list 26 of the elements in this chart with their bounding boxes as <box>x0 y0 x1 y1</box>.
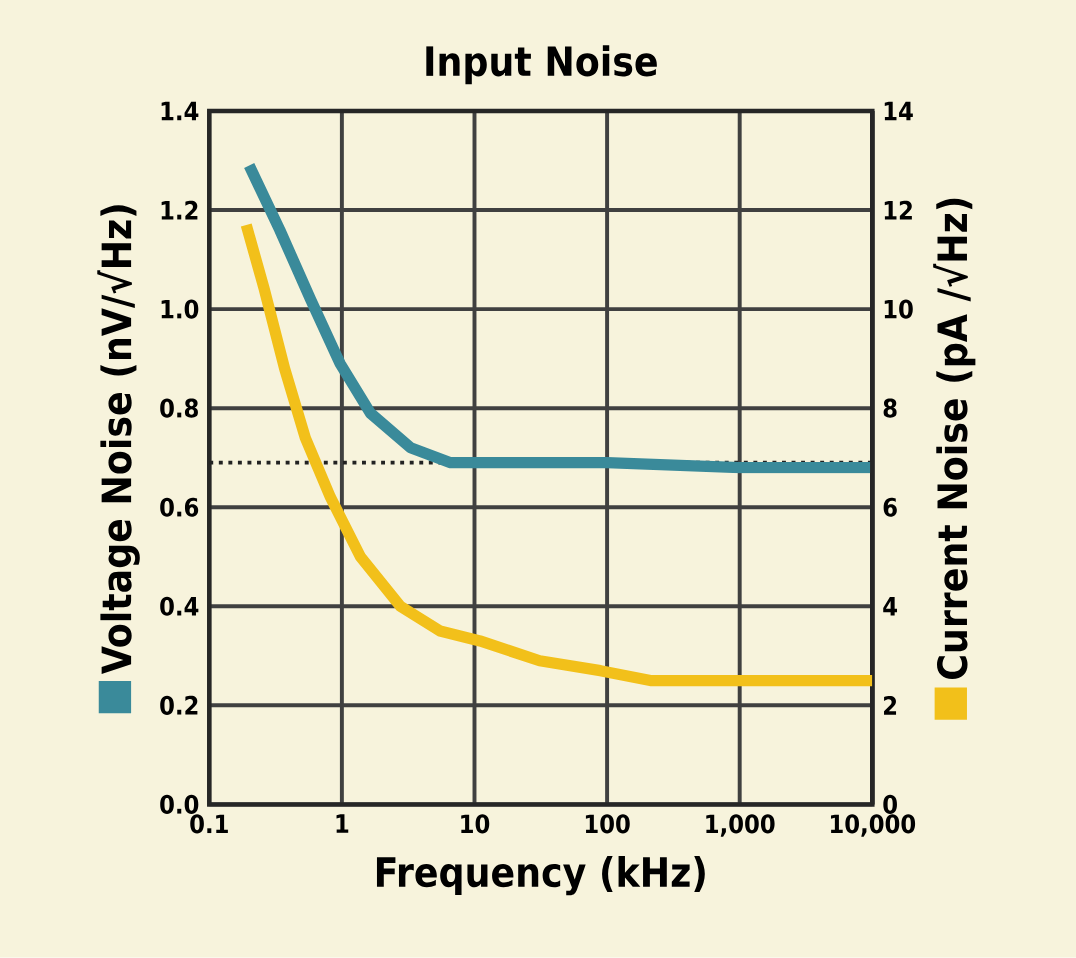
y2-tick-label: 14 <box>884 101 913 121</box>
chart-title: Input Noise <box>426 45 657 85</box>
y2-tick-label: 6 <box>883 497 897 517</box>
y2-tick-label: 0 <box>883 794 897 815</box>
x-tick-label: 1,000 <box>706 814 775 837</box>
y-tick-label: 0.4 <box>160 596 199 616</box>
y2-axis-title: Current Noise (pA /√Hz) <box>933 198 976 680</box>
x-tick-label: 0.1 <box>190 814 228 834</box>
y-tick-label: 1.0 <box>161 299 199 319</box>
x-tick-label: 100 <box>585 814 630 834</box>
y2-tick-label: 12 <box>884 200 912 220</box>
x-tick-label: 10,000 <box>830 814 916 837</box>
y2-tick-label: 4 <box>883 597 898 616</box>
y-axis-title: Voltage Noise (nV/√Hz) <box>97 205 140 675</box>
y-tick-label: 0.8 <box>160 398 198 418</box>
x-axis-title: Frequency (kHz) <box>376 856 705 896</box>
y-tick-label: 0.6 <box>160 497 199 517</box>
y2-tick-label: 2 <box>884 696 897 715</box>
y2-tick-label: 8 <box>883 398 897 418</box>
y-tick-label: 0.0 <box>160 794 199 815</box>
x-tick-label: 1 <box>336 814 349 833</box>
x-tick-label: 10 <box>461 814 490 834</box>
y-tick-label: 0.2 <box>160 695 198 716</box>
y-tick-label: 1.2 <box>161 200 198 220</box>
y2-tick-label: 10 <box>884 299 913 319</box>
y-tick-label: 1.4 <box>161 101 199 121</box>
